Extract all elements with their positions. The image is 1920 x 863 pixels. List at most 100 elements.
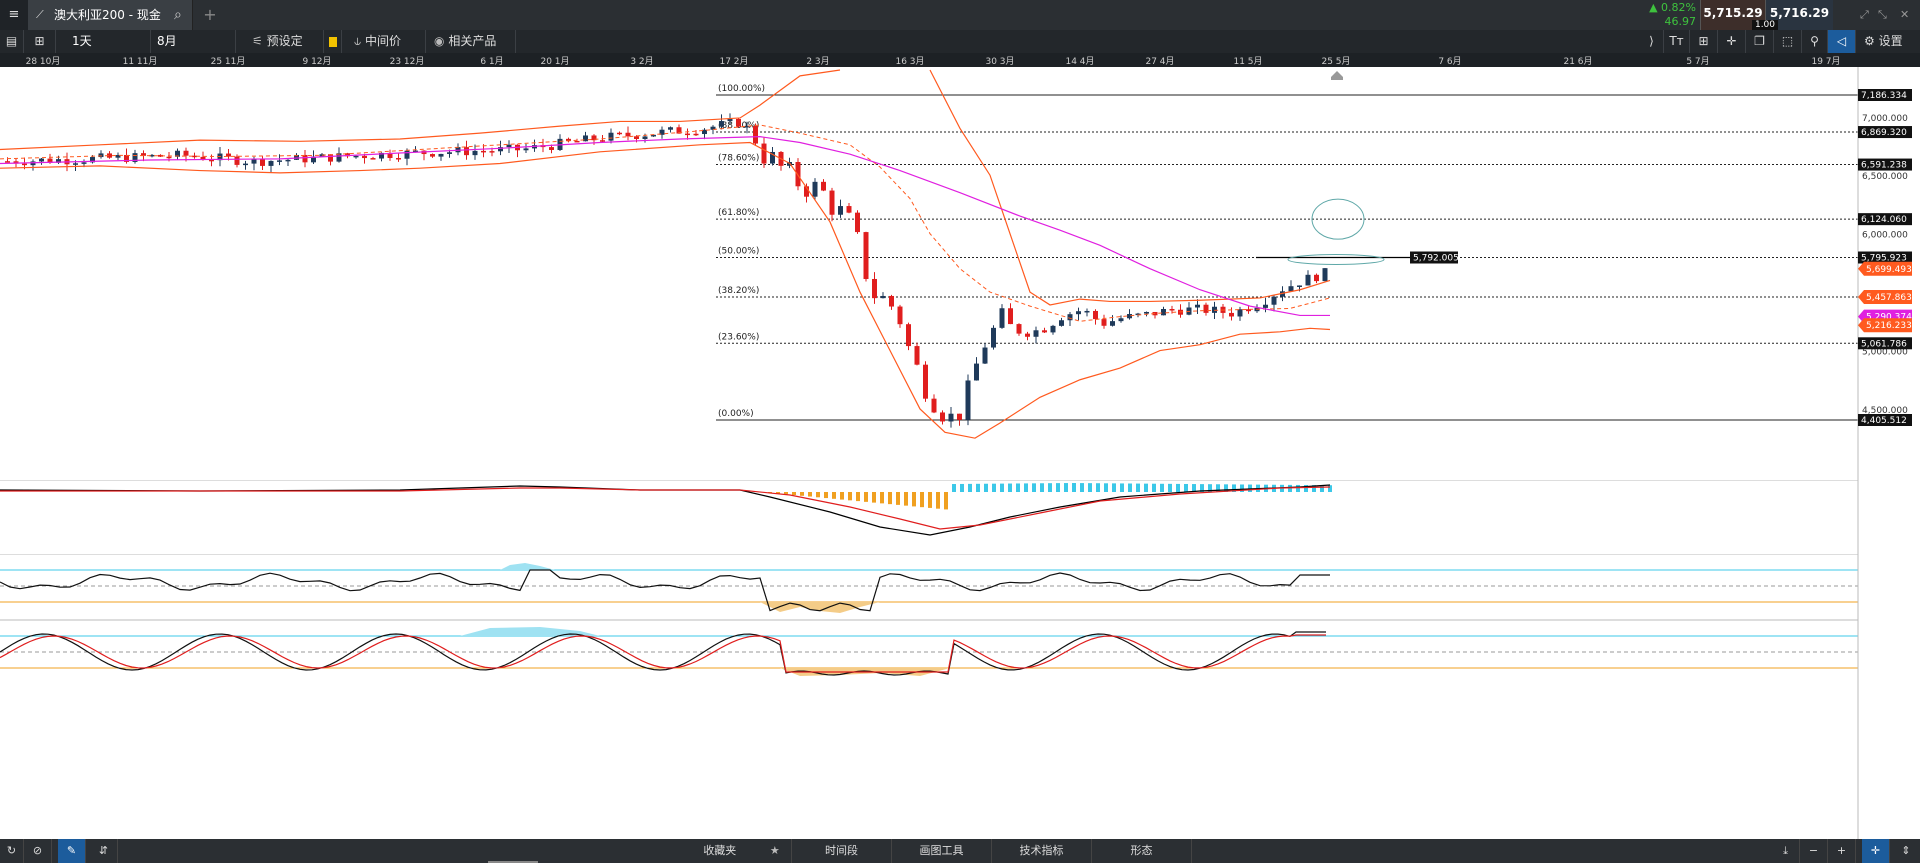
new-tab-button[interactable]: + xyxy=(203,5,217,24)
chart-area[interactable]: (100.00%)(88.60%)(78.60%)(61.80%)(50.00%… xyxy=(0,67,1920,839)
candle-body xyxy=(719,121,724,127)
arrows-button[interactable]: ⇵ xyxy=(90,839,118,863)
interval-select[interactable]: 1天 xyxy=(66,30,151,53)
mid-price-button[interactable]: ⫝ 中间价 xyxy=(346,30,426,53)
tag-button[interactable]: ◁ xyxy=(1828,30,1856,53)
text-tool-button[interactable]: Tᴛ xyxy=(1664,30,1690,53)
candle-body xyxy=(659,129,665,135)
candle-body xyxy=(846,206,852,213)
presets-button[interactable]: ⚟ 预设定 xyxy=(244,30,324,53)
no-draw-button[interactable]: ⊘ xyxy=(24,839,52,863)
fit-button[interactable]: ⤓ xyxy=(1772,839,1800,863)
related-products-button[interactable]: ◉ 相关产品 xyxy=(426,30,516,53)
candle-body xyxy=(812,181,818,197)
date-label: 21 6月 xyxy=(1563,57,1593,67)
candle-body xyxy=(1093,310,1098,320)
settings-button[interactable]: ⚙ 设置 xyxy=(1864,34,1903,48)
candle-body xyxy=(472,150,478,156)
candle-body xyxy=(1084,310,1090,313)
candle-body xyxy=(285,159,291,162)
macd-bar xyxy=(1232,484,1236,492)
candle-body xyxy=(379,152,384,159)
bollinger-lower xyxy=(0,141,1331,439)
close-icon[interactable]: ✕ xyxy=(1900,8,1910,21)
copy-button[interactable]: ❐ xyxy=(1746,30,1774,53)
refresh-button[interactable]: ↻ xyxy=(0,839,24,863)
candle-body xyxy=(753,125,758,144)
candle-body xyxy=(1246,309,1251,312)
macd-bar xyxy=(952,484,956,492)
fib-label: (61.80%) xyxy=(718,208,759,218)
candle-body xyxy=(668,127,673,130)
price-marker xyxy=(1858,318,1912,333)
crosshair-tool-button[interactable]: ✛ xyxy=(1862,839,1890,863)
candle-body xyxy=(1101,319,1107,326)
list-view-button[interactable]: ▤ xyxy=(0,30,24,53)
patterns-button[interactable]: 形态 xyxy=(1092,839,1192,863)
candle-body xyxy=(336,153,342,162)
instrument-tab[interactable]: ⟋ 澳大利亚200 - 现金 ⌕ xyxy=(28,0,193,30)
macd-bar xyxy=(840,492,844,500)
macd-bar xyxy=(1216,484,1220,492)
search-icon[interactable]: ⌕ xyxy=(174,7,182,23)
candle-body xyxy=(855,212,860,233)
star-icon[interactable]: ★ xyxy=(769,844,780,857)
macd-bar xyxy=(1008,483,1012,492)
text-size-icon: Tᴛ xyxy=(1669,34,1684,48)
macd-bar xyxy=(1152,483,1156,492)
macd-bar xyxy=(920,492,924,508)
restore-icon[interactable]: ⤡ xyxy=(1878,8,1887,21)
bollinger-upper-2 xyxy=(929,69,1331,306)
range-select[interactable]: 8月 xyxy=(151,30,236,53)
scroll-indicator[interactable] xyxy=(488,861,538,863)
rsi-panel: 65.01%50.00%30.00% xyxy=(0,554,1912,620)
candle-body xyxy=(192,155,197,158)
zoom-in-button[interactable]: + xyxy=(1828,839,1856,863)
layout-button[interactable]: ⬚ xyxy=(1774,30,1802,53)
candle-body xyxy=(73,163,78,165)
alert-button[interactable] xyxy=(324,30,342,53)
zoom-out-button[interactable]: − xyxy=(1800,839,1828,863)
macd-bar xyxy=(792,492,796,496)
tab-title: 澳大利亚200 - 现金 xyxy=(54,8,161,22)
indicators-button[interactable]: 技术指标 xyxy=(992,839,1092,863)
bottom-bar: ↻ ⊘ ✎ ⇵ 收藏夹 ★ 时间段 画图工具 技术指标 形态 ⤓ − + ✛ ⇕ xyxy=(0,839,1920,863)
candle-body xyxy=(1127,314,1132,319)
timeframe-button[interactable]: 时间段 xyxy=(792,839,892,863)
candle-body xyxy=(506,144,512,148)
macd-bar xyxy=(1192,484,1196,492)
candle-body xyxy=(243,163,248,166)
macd-bar xyxy=(1064,483,1068,492)
macd-bar xyxy=(1224,484,1228,492)
crosshair-label: 5,792.005 xyxy=(1413,254,1459,264)
candle-body xyxy=(464,147,469,156)
macd-bar xyxy=(808,492,812,497)
moving-average-dashed xyxy=(0,124,1331,322)
candle-body xyxy=(47,158,53,163)
grid-view-button[interactable]: ⊞ xyxy=(24,30,56,53)
menu-button[interactable]: ≡ xyxy=(0,0,28,30)
candle-body xyxy=(549,147,554,150)
macd-bar xyxy=(888,492,892,505)
price-marker-label: 5,457.863 xyxy=(1866,293,1912,303)
sell-price-button[interactable]: 5,715.29 xyxy=(1700,0,1765,30)
detach-icon[interactable]: ⤢ xyxy=(1860,8,1869,21)
macd-bar xyxy=(1088,483,1092,492)
toolbar-icon-1[interactable]: ⟩ xyxy=(1640,30,1664,53)
moving-average-50 xyxy=(0,136,1330,317)
fib-value: 5,795.923 xyxy=(1861,254,1907,264)
candle-body xyxy=(234,156,240,165)
macd-bar xyxy=(1200,484,1204,492)
candle-body xyxy=(880,295,886,299)
highlight-ellipse xyxy=(1287,254,1385,265)
candle-body xyxy=(294,154,299,160)
drawing-tools-button[interactable]: 画图工具 xyxy=(892,839,992,863)
pin-button[interactable]: ⚲ xyxy=(1802,30,1828,53)
favorites-button[interactable]: 收藏夹 ★ xyxy=(692,839,792,863)
pen-button[interactable]: ✎ xyxy=(58,839,86,863)
crosshair-button[interactable]: ✛ xyxy=(1718,30,1746,53)
expand-button[interactable]: ⇕ xyxy=(1892,839,1920,863)
gridlines-button[interactable]: ⊞ xyxy=(1690,30,1718,53)
candle-body xyxy=(370,158,376,160)
candle-body xyxy=(1135,313,1141,316)
